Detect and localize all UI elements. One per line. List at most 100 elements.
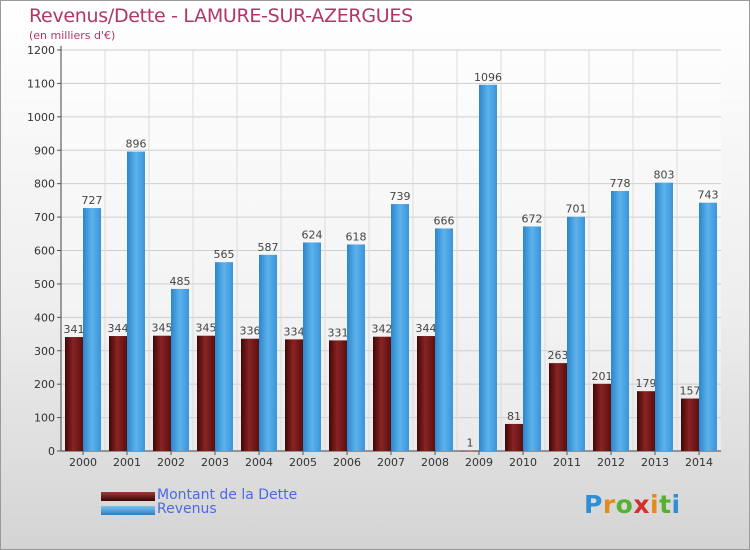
- legend-swatch-revenus: [101, 506, 155, 515]
- value-label-revenus: 803: [654, 169, 675, 182]
- logo-letter: t: [659, 490, 672, 519]
- y-tick-label: 200: [34, 378, 55, 391]
- value-label-revenus: 565: [214, 248, 235, 261]
- value-label-revenus: 1096: [474, 71, 502, 84]
- bar-revenus: [611, 191, 629, 452]
- x-tick-label: 2014: [685, 456, 713, 469]
- logo-letter: x: [633, 490, 650, 519]
- value-label-dette: 344: [416, 322, 437, 335]
- bar-dette: [241, 338, 259, 451]
- y-tick-label: 300: [34, 345, 55, 358]
- logo-letter: P: [584, 490, 603, 519]
- value-label-revenus: 666: [434, 214, 455, 227]
- legend-label-dette: Montant de la Dette: [157, 487, 298, 503]
- bar-revenus: [655, 182, 673, 451]
- bar-dette: [329, 340, 347, 451]
- x-tick-label: 2002: [157, 456, 185, 469]
- logo-letter: i: [671, 490, 681, 519]
- bar-dette: [109, 336, 127, 451]
- value-label-dette: 345: [152, 322, 173, 335]
- value-label-dette: 345: [196, 322, 217, 335]
- legend-swatch-dette: [101, 492, 155, 501]
- bar-dette: [637, 391, 655, 451]
- y-tick-label: 900: [34, 144, 55, 157]
- y-tick-label: 700: [34, 211, 55, 224]
- bar-revenus: [479, 84, 497, 452]
- value-label-dette: 1: [467, 437, 474, 450]
- bar-dette: [197, 335, 215, 451]
- bar-revenus: [303, 242, 321, 451]
- value-label-revenus: 701: [566, 203, 587, 216]
- y-tick-label: 500: [34, 278, 55, 291]
- value-label-dette: 81: [507, 410, 521, 423]
- value-label-dette: 201: [592, 370, 613, 383]
- x-tick-label: 2013: [641, 456, 669, 469]
- value-label-dette: 157: [680, 385, 701, 398]
- x-tick-label: 2003: [201, 456, 229, 469]
- x-tick-label: 2000: [69, 456, 97, 469]
- bar-revenus: [523, 226, 541, 451]
- bar-dette: [417, 336, 435, 451]
- value-label-revenus: 624: [302, 228, 323, 241]
- y-tick-label: 0: [48, 445, 55, 458]
- bar-revenus: [83, 208, 101, 451]
- x-tick-label: 2005: [289, 456, 317, 469]
- bar-revenus: [259, 254, 277, 451]
- value-label-revenus: 727: [82, 194, 103, 207]
- bar-dette: [153, 335, 171, 451]
- bar-dette: [681, 398, 699, 451]
- y-tick-label: 800: [34, 178, 55, 191]
- value-label-dette: 179: [636, 377, 657, 390]
- bar-dette: [65, 337, 83, 451]
- bar-revenus: [391, 204, 409, 451]
- x-tick-label: 2001: [113, 456, 141, 469]
- proxiti-logo: Proxiti: [584, 490, 681, 519]
- bar-revenus: [127, 151, 145, 451]
- bar-dette: [285, 339, 303, 451]
- value-label-revenus: 896: [126, 138, 147, 151]
- x-tick-label: 2008: [421, 456, 449, 469]
- bar-revenus: [699, 202, 717, 451]
- value-label-revenus: 587: [258, 241, 279, 254]
- y-tick-label: 1100: [27, 77, 55, 90]
- y-tick-label: 600: [34, 245, 55, 258]
- x-tick-label: 2010: [509, 456, 537, 469]
- y-tick-label: 1200: [27, 44, 55, 57]
- value-label-dette: 334: [284, 325, 305, 338]
- logo-letter: o: [615, 490, 634, 519]
- value-label-dette: 341: [64, 323, 85, 336]
- value-label-dette: 336: [240, 325, 261, 338]
- x-tick-label: 2004: [245, 456, 273, 469]
- chart-subtitle: (en milliers d'€): [29, 29, 116, 42]
- bar-dette: [373, 336, 391, 451]
- bar-revenus: [435, 228, 453, 451]
- bar-dette: [593, 383, 611, 451]
- x-tick-label: 2012: [597, 456, 625, 469]
- logo-letter: r: [602, 490, 616, 519]
- legend-label-revenus: Revenus: [157, 501, 217, 517]
- y-tick-label: 100: [34, 412, 55, 425]
- value-label-revenus: 743: [698, 189, 719, 202]
- value-label-dette: 331: [328, 326, 349, 339]
- value-label-revenus: 672: [522, 212, 543, 225]
- bar-revenus: [567, 216, 585, 451]
- bar-dette: [505, 423, 523, 451]
- value-label-revenus: 485: [170, 275, 191, 288]
- x-tick-label: 2007: [377, 456, 405, 469]
- bar-revenus: [171, 288, 189, 451]
- value-label-dette: 344: [108, 322, 129, 335]
- y-tick-label: 1000: [27, 111, 55, 124]
- value-label-revenus: 618: [346, 230, 367, 243]
- x-tick-label: 2009: [465, 456, 493, 469]
- value-label-revenus: 739: [390, 190, 411, 203]
- bar-revenus: [215, 262, 233, 451]
- logo-letter: i: [650, 490, 660, 519]
- chart-title: Revenus/Dette - LAMURE-SUR-AZERGUES: [29, 5, 413, 27]
- value-label-dette: 263: [548, 349, 569, 362]
- y-tick-label: 400: [34, 311, 55, 324]
- x-tick-label: 2006: [333, 456, 361, 469]
- bar-dette: [549, 363, 567, 451]
- x-tick-label: 2011: [553, 456, 581, 469]
